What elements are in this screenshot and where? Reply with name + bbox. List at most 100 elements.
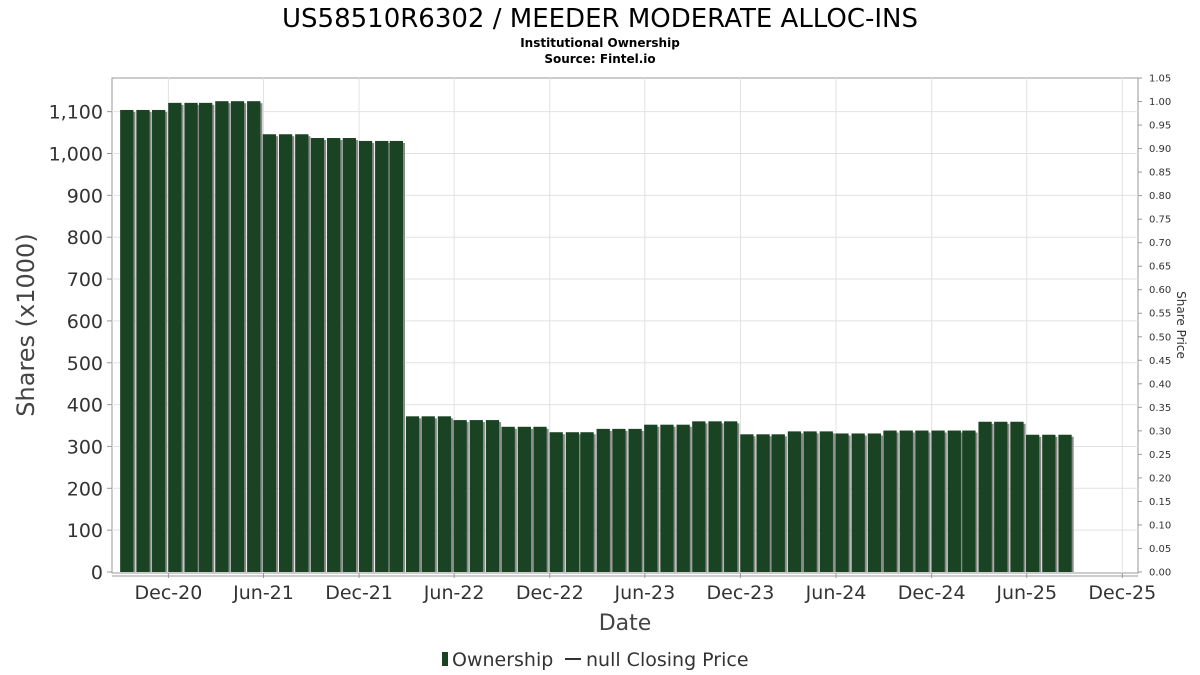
y-tick-label: 1,100 (49, 102, 103, 124)
ownership-bar (692, 421, 706, 572)
ownership-bar (915, 430, 929, 572)
ownership-bar (278, 134, 293, 572)
y-tick-label: 1,000 (49, 144, 103, 166)
x-tick-label: Jun-25 (995, 582, 1057, 604)
y2-tick-label: 0.40 (1149, 379, 1171, 390)
ownership-bar (184, 102, 198, 572)
ownership-bar (421, 416, 435, 572)
ownership-bar (899, 430, 913, 572)
ownership-bar (612, 428, 626, 572)
ownership-bar (660, 424, 674, 572)
ownership-bar (533, 426, 547, 572)
ownership-bar (295, 134, 309, 572)
x-tick-label: Jun-22 (423, 582, 485, 604)
y2-tick-label: 0.30 (1149, 426, 1171, 437)
ownership-bar (1025, 434, 1040, 572)
y-tick-label: 800 (67, 227, 103, 249)
ownership-bar (485, 420, 500, 572)
ownership-bar (756, 434, 770, 572)
x-axis-ticks: Dec-20 Jun-21 Dec-21 Jun-22 Dec-22 Jun-23 Dec-… (135, 573, 1156, 604)
y2-tick-label: 0.70 (1149, 238, 1171, 249)
y2-tick-label: 0.95 (1149, 121, 1171, 132)
y2-tick-label: 0.00 (1149, 568, 1171, 579)
x-tick-label: Jun-23 (613, 582, 675, 604)
x-tick-label: Dec-22 (516, 582, 584, 604)
ownership-bar (803, 431, 817, 572)
ownership-bar (1058, 434, 1072, 572)
y-tick-label: 700 (67, 269, 103, 291)
ownership-bar (962, 430, 976, 572)
ownership-bar (247, 101, 261, 572)
ownership-bar (724, 421, 738, 572)
x-tick-label: Jun-21 (232, 582, 294, 604)
ownership-bar (549, 432, 563, 572)
y2-tick-label: 0.35 (1149, 403, 1171, 414)
ownership-bar (819, 431, 833, 572)
ownership-bar (375, 140, 389, 572)
y-tick-label: 0 (91, 562, 103, 584)
x-axis-label: Date (599, 611, 652, 636)
ownership-bar (644, 424, 658, 572)
ownership-bar (136, 109, 150, 572)
y2-tick-label: 0.65 (1149, 262, 1171, 273)
ownership-bar (994, 421, 1008, 572)
y2-tick-label: 0.85 (1149, 168, 1171, 179)
y2-tick-label: 0.15 (1149, 497, 1171, 508)
ownership-bar (501, 426, 515, 572)
x-tick-label: Dec-23 (707, 582, 775, 604)
y-tick-label: 600 (67, 311, 103, 333)
ownership-bar (883, 430, 897, 572)
ownership-bar (168, 102, 182, 572)
x-tick-label: Dec-24 (898, 582, 966, 604)
ownership-bar (120, 109, 134, 572)
y-axis-ticks: 0 100 200 300 400 500 600 700 800 900 1,000 1,100 (49, 102, 112, 584)
y2-tick-label: 0.80 (1149, 191, 1171, 202)
y2-tick-label: 0.50 (1149, 332, 1171, 343)
y2-tick-label: 0.25 (1149, 450, 1171, 461)
x-tick-label: Dec-20 (135, 582, 203, 604)
ownership-bar (596, 428, 610, 572)
ownership-bar (931, 430, 945, 572)
ownership-bar (851, 433, 865, 572)
ownership-bar (405, 416, 420, 572)
y2-axis-label: Share Price (1174, 291, 1188, 359)
y2-tick-label: 0.75 (1149, 215, 1171, 226)
y2-tick-label: 0.55 (1149, 309, 1171, 320)
ownership-bar (230, 101, 245, 572)
y2-tick-label: 0.10 (1149, 520, 1171, 531)
ownership-bar (327, 138, 341, 572)
y-axis-label: Shares (x1000) (12, 233, 40, 416)
x-tick-label: Dec-25 (1088, 582, 1156, 604)
chart-source: Source: Fintel.io (544, 52, 655, 66)
ownership-bar (565, 432, 580, 572)
y2-tick-label: 0.20 (1149, 473, 1171, 484)
ownership-bar (1010, 421, 1024, 572)
ownership-bar (835, 433, 849, 572)
ownership-bar (437, 416, 452, 572)
ownership-bar (517, 426, 531, 572)
ownership-bar (978, 421, 992, 572)
ownership-bar (628, 428, 642, 572)
y2-tick-label: 0.45 (1149, 356, 1171, 367)
ownership-bar (262, 134, 277, 572)
ownership-bar (708, 421, 722, 572)
ownership-bar (580, 432, 594, 572)
ownership-bar (389, 140, 403, 572)
ownership-bar (215, 101, 229, 572)
legend: Ownership null Closing Price (442, 649, 749, 671)
bars (120, 101, 1074, 572)
y2-tick-label: 1.05 (1149, 74, 1171, 85)
ownership-bar (310, 138, 325, 572)
ownership-bar (453, 420, 467, 572)
y2-tick-label: 0.90 (1149, 144, 1171, 155)
legend-ownership-label: Ownership (452, 649, 553, 671)
ownership-bar (867, 433, 881, 572)
chart-subtitle: Institutional Ownership (520, 36, 680, 50)
y-tick-label: 900 (67, 185, 103, 207)
ownership-bar (358, 140, 373, 572)
ownership-bar (787, 431, 802, 572)
y-tick-label: 200 (67, 478, 103, 500)
legend-price-label: null Closing Price (586, 649, 749, 671)
ownership-bar (771, 434, 785, 572)
